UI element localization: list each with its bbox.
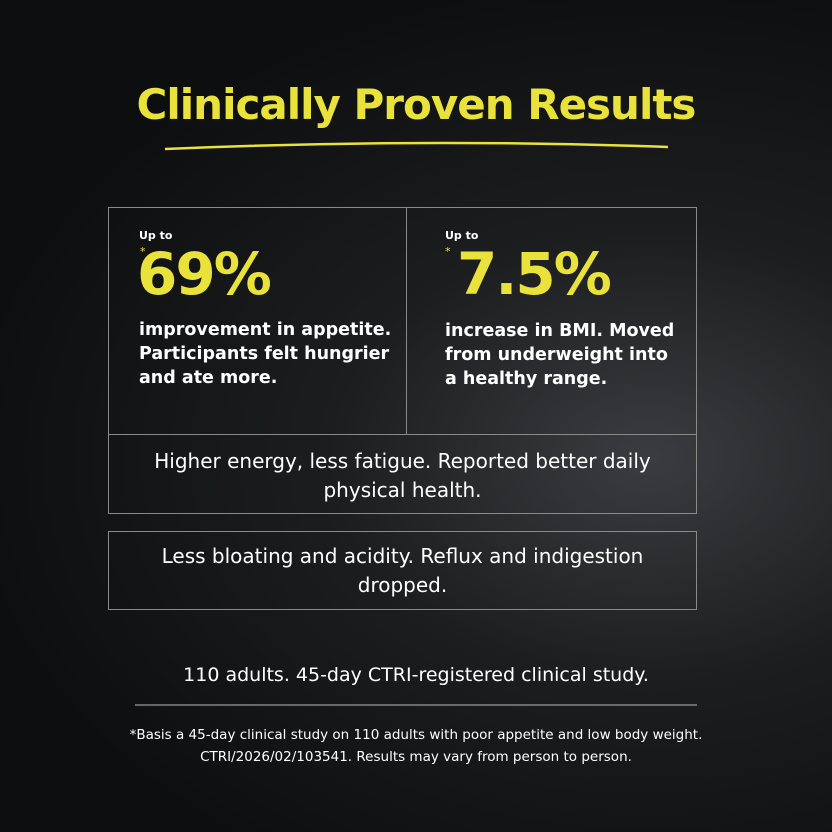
stat-desc: increase in BMI. Moved from underweight …	[445, 319, 695, 391]
line: improvement in appetite.	[139, 320, 392, 340]
asterisk: *	[445, 245, 451, 258]
line: Less bloating and acidity. Reflux and in…	[161, 544, 644, 568]
line: and ate more.	[139, 368, 278, 388]
line: CTRI/2026/02/103541. Results may vary fr…	[200, 749, 632, 765]
line: a healthy range.	[445, 369, 608, 389]
title-underline	[164, 141, 669, 151]
line: Higher energy, less fatigue. Reported be…	[154, 449, 651, 473]
stat-desc: improvement in appetite. Participants fe…	[139, 318, 404, 390]
title: Clinically Proven Results	[136, 80, 697, 129]
stat-card: Up to * 7.5% increase in BMI. Moved from…	[406, 207, 697, 435]
asterisk: *	[140, 245, 146, 258]
line: from underweight into	[445, 345, 668, 365]
summary: 110 adults. 45-day CTRI-registered clini…	[183, 664, 649, 686]
stat-value: 7.5%	[457, 240, 612, 308]
stat-prefix: Up to	[139, 229, 173, 242]
stat-card: Up to * 69% improvement in appetite. Par…	[108, 207, 407, 435]
stat-value: 69%	[137, 240, 272, 308]
footnote: *Basis a 45-day clinical study on 110 ad…	[0, 724, 832, 768]
line: dropped.	[357, 573, 448, 597]
stat-prefix: Up to	[445, 229, 479, 242]
line: increase in BMI. Moved	[445, 321, 675, 341]
benefit-card: Higher energy, less fatigue. Reported be…	[108, 434, 697, 514]
benefit-card: Less bloating and acidity. Reflux and in…	[108, 531, 697, 610]
line: Participants felt hungrier	[139, 344, 390, 364]
line: *Basis a 45-day clinical study on 110 ad…	[129, 727, 703, 743]
line: physical health.	[323, 478, 482, 502]
